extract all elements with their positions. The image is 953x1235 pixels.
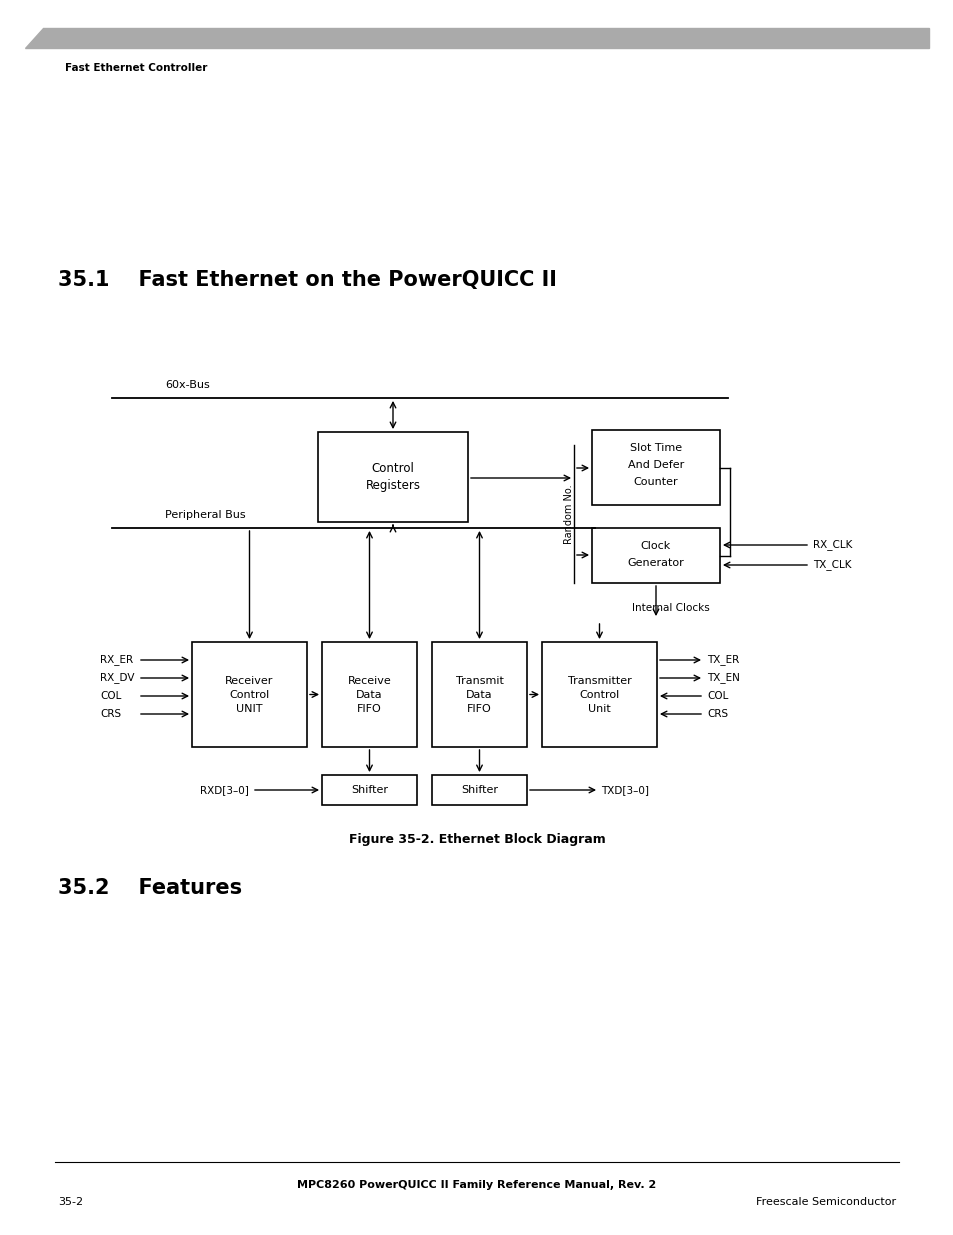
Text: 35.2    Features: 35.2 Features [58, 878, 242, 898]
Text: Control: Control [229, 689, 270, 699]
Text: Data: Data [355, 689, 382, 699]
Text: RX_CLK: RX_CLK [812, 540, 851, 551]
Text: 60x-Bus: 60x-Bus [165, 380, 210, 390]
Text: Fast Ethernet Controller: Fast Ethernet Controller [65, 63, 207, 73]
Text: Data: Data [466, 689, 493, 699]
Text: RX_ER: RX_ER [100, 655, 133, 666]
Text: TX_CLK: TX_CLK [812, 559, 851, 571]
Text: Shifter: Shifter [460, 785, 497, 795]
Text: TX_ER: TX_ER [706, 655, 739, 666]
Text: 35-2: 35-2 [58, 1197, 83, 1207]
Polygon shape [25, 28, 928, 48]
Bar [322, 776, 416, 805]
Bar [192, 642, 307, 747]
Text: Shifter: Shifter [351, 785, 388, 795]
Text: Figure 35-2. Ethernet Block Diagram: Figure 35-2. Ethernet Block Diagram [348, 832, 605, 846]
Text: Control: Control [578, 689, 619, 699]
Text: Peripheral Bus: Peripheral Bus [165, 510, 245, 520]
Text: Registers: Registers [365, 478, 420, 492]
Text: And Defer: And Defer [627, 459, 683, 471]
Text: RXD[3–0]: RXD[3–0] [200, 785, 249, 795]
Text: TXD[3–0]: TXD[3–0] [600, 785, 648, 795]
Text: RX_DV: RX_DV [100, 673, 134, 683]
Text: Counter: Counter [633, 477, 678, 487]
Text: Unit: Unit [587, 704, 610, 714]
Text: 35.1    Fast Ethernet on the PowerQUICC II: 35.1 Fast Ethernet on the PowerQUICC II [58, 270, 557, 290]
Text: Generator: Generator [627, 558, 683, 568]
Text: Receiver: Receiver [225, 676, 274, 685]
Text: Transmitter: Transmitter [567, 676, 631, 685]
Bar [592, 529, 720, 583]
Bar [432, 642, 526, 747]
Text: CRS: CRS [706, 709, 727, 719]
Bar [541, 642, 657, 747]
Text: Internal Clocks: Internal Clocks [632, 603, 709, 613]
Text: Random No.: Random No. [563, 484, 574, 543]
Text: CRS: CRS [100, 709, 121, 719]
Text: COL: COL [706, 692, 727, 701]
Text: MPC8260 PowerQUICC II Family Reference Manual, Rev. 2: MPC8260 PowerQUICC II Family Reference M… [297, 1179, 656, 1191]
Text: Clock: Clock [640, 541, 670, 551]
Text: Freescale Semiconductor: Freescale Semiconductor [755, 1197, 895, 1207]
Text: Receive: Receive [347, 676, 391, 685]
Text: TX_EN: TX_EN [706, 673, 740, 683]
Text: Control: Control [371, 462, 414, 475]
Text: FIFO: FIFO [356, 704, 381, 714]
Bar [432, 776, 526, 805]
Bar [592, 430, 720, 505]
Bar [322, 642, 416, 747]
Text: UNIT: UNIT [236, 704, 262, 714]
Text: Slot Time: Slot Time [629, 443, 681, 453]
Bar [317, 432, 468, 522]
Text: FIFO: FIFO [467, 704, 492, 714]
Text: COL: COL [100, 692, 121, 701]
Text: Transmit: Transmit [456, 676, 503, 685]
